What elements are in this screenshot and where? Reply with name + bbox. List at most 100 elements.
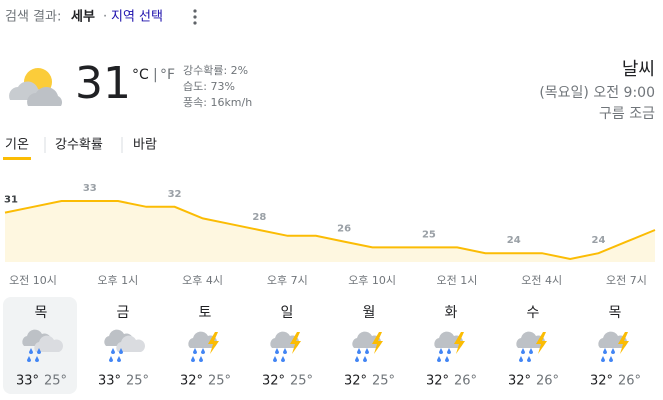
separator: · <box>103 10 107 25</box>
low-temp: 25° <box>290 374 313 389</box>
day-name: 월 <box>363 305 376 321</box>
tab[interactable]: 바람 <box>133 138 157 153</box>
raindrop <box>527 356 531 362</box>
data-label: 32 <box>168 189 182 200</box>
cloud <box>116 335 145 352</box>
data-label: 24 <box>507 235 521 246</box>
search-label: 검색 결과: <box>5 10 61 25</box>
raindrop <box>447 348 451 354</box>
high-temp: 32° <box>590 374 613 389</box>
lightning <box>208 332 219 354</box>
weather-icon <box>352 331 383 362</box>
raindrop <box>355 356 359 362</box>
weather-icon <box>188 331 219 362</box>
raindrop <box>437 356 441 362</box>
precip: 강수확률: 2% <box>183 64 248 77</box>
data-label: 31 <box>4 195 18 206</box>
side-time: (목요일) 오전 9:00 <box>539 85 655 101</box>
current-icon <box>9 68 63 106</box>
raindrop <box>283 348 287 354</box>
area-fill <box>5 201 655 262</box>
raindrop <box>521 348 525 354</box>
cloud <box>34 335 63 352</box>
tab-indicator <box>3 157 31 160</box>
low-temp: 26° <box>454 374 477 389</box>
low-temp: 26° <box>618 374 641 389</box>
tab[interactable]: 기온 <box>5 138 29 153</box>
more-menu[interactable] <box>193 9 197 25</box>
data-label: 26 <box>337 224 351 235</box>
raindrop <box>199 356 203 362</box>
tab[interactable]: 강수확률 <box>55 138 103 153</box>
raindrop <box>37 348 41 354</box>
raindrop <box>609 356 613 362</box>
weather-icon <box>434 331 465 362</box>
humidity: 습도: 73% <box>183 80 235 93</box>
raindrop <box>363 356 367 362</box>
raindrop <box>119 348 123 354</box>
raindrop <box>603 348 607 354</box>
x-tick-label: 오전 10시 <box>9 274 57 287</box>
day-name: 목 <box>35 305 48 321</box>
day-name: 토 <box>199 305 212 321</box>
low-temp: 25° <box>208 374 231 389</box>
x-tick-label: 오후 1시 <box>97 274 138 287</box>
raindrop <box>117 356 121 362</box>
day-name: 수 <box>527 305 540 321</box>
data-label: 28 <box>252 212 266 223</box>
x-tick-label: 오후 10시 <box>348 274 396 287</box>
high-temp: 32° <box>344 374 367 389</box>
raindrop <box>29 348 33 354</box>
region-link[interactable]: 지역 선택 <box>111 10 163 25</box>
data-label: 24 <box>592 235 606 246</box>
raindrop <box>273 356 277 362</box>
lightning <box>618 332 629 354</box>
raindrop <box>439 348 443 354</box>
raindrop <box>35 356 39 362</box>
day-name: 금 <box>117 305 130 321</box>
wind: 풍속: 16km/h <box>183 96 252 109</box>
x-tick-label: 오전 7시 <box>606 274 647 287</box>
x-tick-label: 오후 4시 <box>182 274 223 287</box>
low-temp: 25° <box>44 374 67 389</box>
lightning <box>454 332 465 354</box>
data-label: 33 <box>83 183 97 194</box>
raindrop <box>601 356 605 362</box>
high-temp: 32° <box>426 374 449 389</box>
high-temp: 33° <box>98 374 121 389</box>
weather-icon <box>598 331 629 362</box>
raindrop <box>201 348 205 354</box>
high-temp: 33° <box>16 374 39 389</box>
unit-c[interactable]: °C <box>132 67 149 83</box>
raindrop <box>27 356 31 362</box>
high-temp: 32° <box>508 374 531 389</box>
raindrop <box>365 348 369 354</box>
unit-f[interactable]: °F <box>160 67 175 83</box>
weather-icon <box>516 331 547 362</box>
day-name: 일 <box>281 305 294 321</box>
raindrop <box>281 356 285 362</box>
line <box>4 200 656 261</box>
raindrop <box>357 348 361 354</box>
location: 세부 <box>71 10 95 25</box>
x-tick-label: 오전 4시 <box>521 274 562 287</box>
raindrop <box>529 348 533 354</box>
low-temp: 25° <box>126 374 149 389</box>
lightning <box>372 332 383 354</box>
raindrop <box>519 356 523 362</box>
high-temp: 32° <box>262 374 285 389</box>
raindrop <box>193 348 197 354</box>
lightning <box>536 332 547 354</box>
weather-icon <box>22 329 63 362</box>
side-condition: 구름 조금 <box>599 106 655 122</box>
unit-sep: | <box>153 67 158 83</box>
raindrop <box>275 348 279 354</box>
data-label: 25 <box>422 229 436 240</box>
x-tick-label: 오전 1시 <box>436 274 477 287</box>
raindrop <box>611 348 615 354</box>
weather-icon <box>104 329 145 362</box>
x-tick-label: 오후 7시 <box>267 274 308 287</box>
raindrop <box>111 348 115 354</box>
